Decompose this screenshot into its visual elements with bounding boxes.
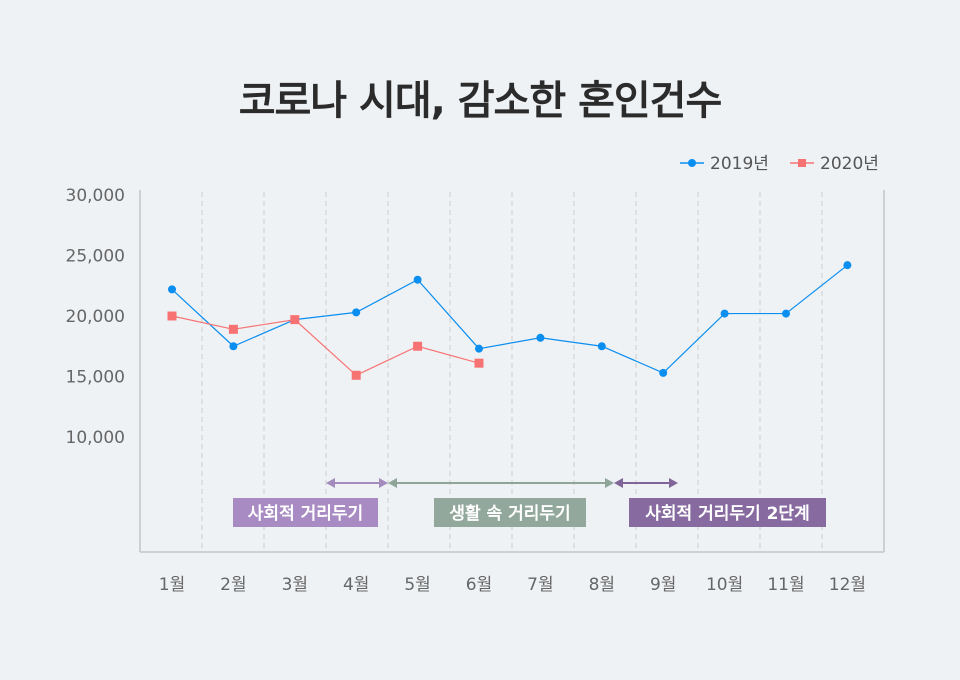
data-point	[536, 333, 545, 342]
legend-marker	[688, 159, 696, 167]
data-point	[168, 285, 176, 294]
y-tick-label: 25,000	[66, 247, 125, 267]
data-point	[413, 341, 423, 351]
arrow-head-right	[605, 478, 614, 488]
legend-label: 2019년	[710, 154, 769, 174]
arrow-head-right	[379, 478, 388, 488]
data-point	[474, 358, 484, 368]
annotation-box	[629, 498, 826, 527]
annotation-label: 사회적 거리두기	[248, 504, 363, 524]
series-line-2020년	[171, 315, 480, 377]
legend-marker	[798, 159, 806, 167]
data-point	[290, 315, 300, 325]
arrow-head-right	[669, 478, 678, 488]
data-point	[782, 309, 790, 318]
chart-title: 코로나 시대, 감소한 혼인건수	[238, 78, 723, 124]
x-tick-label: 5월	[404, 575, 430, 595]
y-tick-label: 15,000	[66, 368, 125, 388]
data-point	[167, 311, 177, 321]
data-point	[843, 261, 852, 270]
data-point	[228, 324, 238, 334]
x-tick-label: 7월	[527, 575, 553, 595]
x-tick-label: 6월	[466, 575, 492, 595]
arrow-head-left	[388, 478, 397, 488]
x-tick-label: 3월	[282, 575, 308, 595]
legend-label: 2020년	[820, 154, 879, 174]
annotation-box	[233, 498, 378, 527]
x-tick-label: 4월	[343, 575, 369, 595]
data-point	[597, 342, 606, 351]
x-tick-label: 8월	[589, 575, 615, 595]
data-point	[475, 344, 483, 353]
x-tick-label: 11월	[767, 575, 804, 595]
data-point	[659, 368, 668, 377]
y-tick-label: 20,000	[66, 307, 125, 327]
annotation-label: 생활 속 거리두기	[449, 503, 570, 524]
series-line-2019년	[171, 264, 848, 374]
data-point	[351, 370, 361, 380]
y-tick-label: 30,000	[66, 186, 125, 206]
data-point	[229, 342, 238, 351]
x-tick-label: 9월	[650, 575, 676, 595]
data-point	[352, 308, 361, 317]
x-tick-label: 10월	[706, 575, 743, 595]
x-tick-label: 12월	[829, 575, 866, 595]
arrow-head-left	[614, 478, 623, 488]
annotation-box	[434, 498, 586, 527]
data-point	[720, 309, 729, 318]
x-tick-label: 2월	[220, 575, 246, 595]
y-tick-label: 10,000	[66, 428, 125, 448]
arrow-head-left	[326, 478, 335, 488]
annotation-label: 사회적 거리두기 2단계	[645, 504, 809, 524]
x-tick-label: 1월	[159, 575, 185, 595]
data-point	[413, 275, 422, 284]
